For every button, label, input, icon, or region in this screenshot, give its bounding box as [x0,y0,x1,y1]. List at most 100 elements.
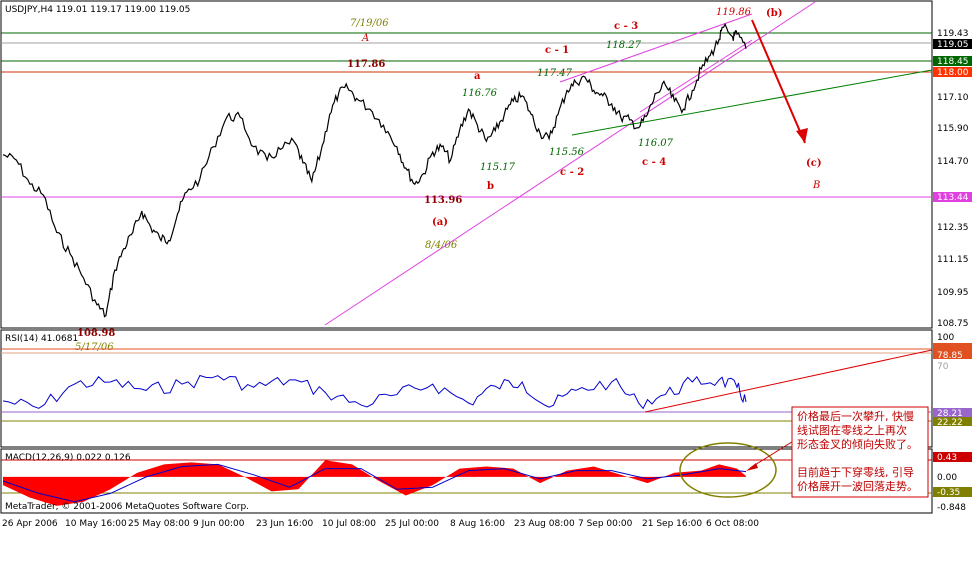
x-tick: 8 Aug 16:00 [450,519,505,529]
rsi-series [2,374,747,410]
price-label: 119.86 [716,7,752,18]
y-tick: 117.10 [937,93,969,103]
y-tick: 119.43 [937,29,969,39]
rsi-marker [933,343,972,352]
macd-marker [933,487,972,497]
macd-marker [933,452,972,462]
y-tick: 22.22 [937,418,963,428]
channel-inner-line [639,39,753,113]
wave-label: A [361,33,369,44]
trendline-green [571,69,933,136]
price-label: 116.76 [462,88,498,99]
comment-line: 价格展开一波回落走势。 [797,479,918,493]
y-tick: 100 [937,333,954,343]
date-label: 7/19/06 [350,18,389,29]
rsi-line [2,374,747,410]
x-tick: 9 Jun 00:00 [193,519,245,529]
price-label: 117.86 [347,59,385,70]
price-label: 115.17 [480,162,516,173]
footer-copyright: MetaTrader, © 2001-2006 MetaQuotes Softw… [5,502,249,512]
price-axis: 119.43 119.05 118.45 118.00 117.10 115.9… [933,29,972,329]
macd-series [2,460,747,506]
x-tick: 7 Sep 00:00 [578,519,633,529]
rsi-axis: 100 78.85 70 28.21 22.22 [933,333,972,428]
comment-box [791,406,929,498]
wave-label: a [474,71,481,82]
price-line [2,22,747,318]
wave-label: (b) [766,8,782,19]
y-tick: 119.05 [937,40,969,50]
level-marker [933,192,972,202]
macd-header: MACD(12,26,9) 0.022 0.126 [5,453,131,463]
y-tick: 115.90 [937,124,969,134]
callout-line [749,439,796,469]
wave-label: B [812,180,820,191]
forecast-arrow-line [751,19,806,144]
time-axis: 26 Apr 2006 10 May 16:00 25 May 08:00 9 … [2,519,759,529]
macd-axis: 0.43 0.00 -0.35 -0.848 [933,452,972,513]
forecast-arrowhead [796,128,808,143]
rsi-trendline [644,349,933,413]
level-marker [933,56,972,66]
x-tick: 21 Sep 16:00 [642,519,702,529]
price-label: 113.96 [424,195,462,206]
wave-label: c - 3 [614,21,638,32]
x-tick: 10 May 16:00 [65,519,127,529]
x-tick: 25 May 08:00 [128,519,190,529]
y-tick: 0.43 [937,453,957,463]
x-tick: 26 Apr 2006 [2,519,58,529]
price-label: 115.56 [549,147,585,158]
price-label: 116.07 [638,138,674,149]
wave-label: c - 1 [545,45,569,56]
x-tick: 23 Jun 16:00 [256,519,313,529]
wave-label: (c) [806,158,822,169]
y-tick: 112.35 [937,223,969,233]
rsi-marker [933,408,972,417]
level-marker [933,67,972,77]
date-label: 8/4/06 [425,240,458,251]
x-tick: 10 Jul 08:00 [322,519,376,529]
price-label: 117.47 [537,68,573,79]
comment-line: 形态金叉的倾向失败了。 [797,437,918,451]
y-tick: 108.75 [937,319,969,329]
price-label: 108.98 [77,328,115,339]
comment-line: 价格最后一次攀升, 快慢 [797,409,914,423]
y-tick: 28.21 [937,409,963,419]
rsi-marker [933,350,972,359]
y-tick: 118.45 [937,57,969,67]
date-label: 5/17/06 [75,342,114,353]
y-tick: 111.15 [937,255,969,265]
price-series [2,22,747,318]
y-tick: -0.848 [937,503,966,513]
y-tick: 113.44 [937,193,969,203]
y-tick: 114.70 [937,157,969,167]
comment-line: 线试图在零线之上再次 [797,423,907,437]
rsi-header: RSI(14) 41.0681 [5,334,78,344]
trendline-magenta [324,1,816,326]
symbol-header: USDJPY,H4 119.01 119.17 119.00 119.05 [5,5,190,15]
x-tick: 23 Aug 08:00 [514,519,575,529]
x-tick: 25 Jul 00:00 [385,519,439,529]
callout-arrowhead [746,463,758,471]
wave-label: b [487,181,494,192]
comment-line: 目前趋于下穿零线, 引导 [797,465,914,479]
y-tick: 118.00 [937,68,969,78]
macd-histogram [3,460,746,506]
channel-upper-line [559,13,753,83]
price-label: 118.27 [606,40,642,51]
y-tick: 0.00 [937,473,957,483]
rsi-marker [933,417,972,426]
rsi-marker-label: 78.85 [937,351,963,361]
y-tick: -0.35 [937,488,960,498]
highlight-ellipse [679,442,777,498]
wave-label: c - 4 [642,157,666,168]
wave-label: c - 2 [560,167,584,178]
macd-signal-line [2,463,747,503]
y-tick: 109.95 [937,288,969,298]
current-price-marker [933,39,972,49]
x-tick: 6 Oct 08:00 [706,519,759,529]
y-tick: 70 [937,362,949,372]
price-panel [0,0,933,329]
wave-label: (a) [432,217,448,228]
